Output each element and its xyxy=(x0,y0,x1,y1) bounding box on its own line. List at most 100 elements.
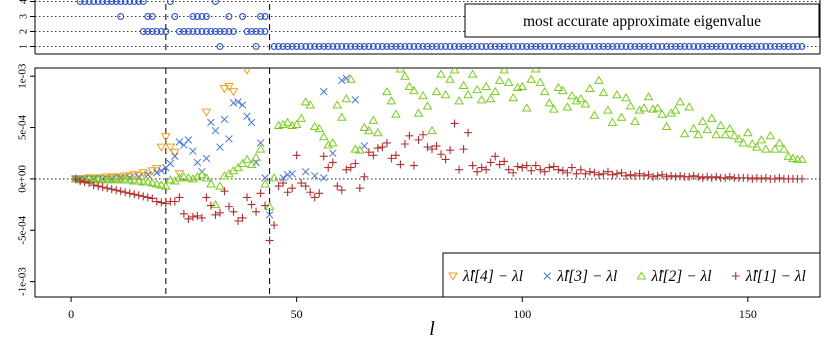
eigenvalue-indicator-point xyxy=(374,43,382,50)
data-point xyxy=(797,154,807,163)
data-point xyxy=(125,189,134,198)
eigenvalue-indicator-point xyxy=(739,43,747,50)
eigenvalue-indicator-point xyxy=(541,43,549,50)
data-point xyxy=(157,166,166,175)
eigenvalue-indicator-point xyxy=(487,43,495,50)
y-tick-label: -1e-03 xyxy=(17,267,29,296)
data-point xyxy=(486,158,495,167)
data-point xyxy=(554,165,563,174)
data-point xyxy=(369,151,378,160)
eigenvalue-indicator-point xyxy=(636,43,643,50)
eigenvalue-indicator-point xyxy=(360,43,368,50)
data-point xyxy=(667,171,676,180)
data-point xyxy=(111,174,122,183)
data-point xyxy=(473,167,482,176)
data-point xyxy=(675,97,686,106)
eigenvalue-indicator-point xyxy=(491,43,499,50)
eigenvalue-indicator-point xyxy=(640,43,648,50)
eigenvalue-indicator-point xyxy=(500,43,508,50)
data-point xyxy=(301,182,310,191)
data-point xyxy=(251,152,261,161)
eigenvalue-indicator-point xyxy=(478,43,486,50)
data-point xyxy=(676,171,685,180)
eigenvalue-indicator-point xyxy=(694,43,702,50)
eigenvalue-indicator-point xyxy=(252,43,260,50)
eigenvalue-indicator-point xyxy=(297,43,305,50)
data-point xyxy=(427,125,437,135)
data-point xyxy=(508,92,519,102)
data-point xyxy=(707,173,716,182)
eigenvalue-indicator-point xyxy=(207,28,215,35)
data-point xyxy=(229,207,238,216)
data-point xyxy=(517,81,528,90)
data-point xyxy=(301,167,310,176)
data-point xyxy=(603,167,612,176)
data-point xyxy=(756,135,767,144)
data-point xyxy=(354,145,365,154)
eigenvalue-indicator-point xyxy=(663,43,671,50)
eigenvalue-indicator-point xyxy=(442,43,449,50)
eigenvalue-indicator-point xyxy=(117,0,125,5)
data-point xyxy=(405,131,414,140)
data-point xyxy=(157,198,166,207)
data-point xyxy=(318,132,329,141)
data-point xyxy=(292,151,301,160)
data-point xyxy=(219,85,230,94)
data-point xyxy=(698,173,707,182)
eigenvalue-indicator-point xyxy=(108,0,116,5)
eigenvalue-indicator-point xyxy=(324,43,332,50)
data-point xyxy=(310,172,319,180)
data-point xyxy=(684,102,695,111)
data-point xyxy=(211,210,220,219)
data-point xyxy=(449,68,460,74)
eigenvalue-indicator-point xyxy=(631,43,639,50)
data-point xyxy=(215,181,225,190)
data-point xyxy=(270,221,279,230)
eigenvalue-indicator-point xyxy=(153,28,161,35)
data-point xyxy=(747,139,758,148)
data-point xyxy=(333,182,342,191)
data-point xyxy=(518,163,527,172)
data-point xyxy=(305,100,316,109)
eigenvalue-indicator-point xyxy=(708,43,716,50)
data-point xyxy=(265,211,274,219)
eigenvalue-indicator-point xyxy=(469,43,477,50)
data-point xyxy=(743,173,752,182)
eigenvalue-indicator-point xyxy=(766,43,774,50)
data-point xyxy=(336,112,347,121)
data-point xyxy=(572,169,581,178)
data-point xyxy=(256,139,265,147)
eigenvalue-indicator-point xyxy=(148,13,156,20)
data-point xyxy=(652,103,663,112)
data-point xyxy=(338,76,346,85)
data-point xyxy=(133,176,144,185)
eigenvalue-indicator-point xyxy=(410,43,418,50)
data-point xyxy=(206,179,216,188)
eigenvalue-indicator-point xyxy=(532,43,540,50)
eigenvalue-indicator-point xyxy=(793,43,801,50)
top-y-tick-label: 3 xyxy=(18,14,29,19)
data-point xyxy=(589,110,600,119)
eigenvalue-indicator-point xyxy=(351,43,359,50)
data-point xyxy=(522,161,531,170)
data-point xyxy=(373,144,382,153)
data-point xyxy=(720,129,731,139)
data-point xyxy=(71,174,80,183)
data-point xyxy=(729,130,740,140)
data-point xyxy=(219,171,230,180)
data-point xyxy=(94,182,103,191)
data-point xyxy=(404,81,415,90)
eigenvalue-indicator-point xyxy=(699,43,707,50)
data-point xyxy=(513,162,522,171)
data-point xyxy=(594,170,603,179)
eigenvalue-indicator-point xyxy=(419,43,427,50)
eigenvalue-indicator-point xyxy=(527,43,535,50)
data-point xyxy=(526,74,537,83)
data-point xyxy=(413,108,424,117)
data-point xyxy=(283,171,292,179)
eigenvalue-indicator-point xyxy=(672,43,680,50)
eigenvalue-indicator-point xyxy=(451,43,459,50)
eigenvalue-indicator-point xyxy=(460,43,468,50)
data-point xyxy=(774,138,785,147)
data-point xyxy=(757,174,766,183)
